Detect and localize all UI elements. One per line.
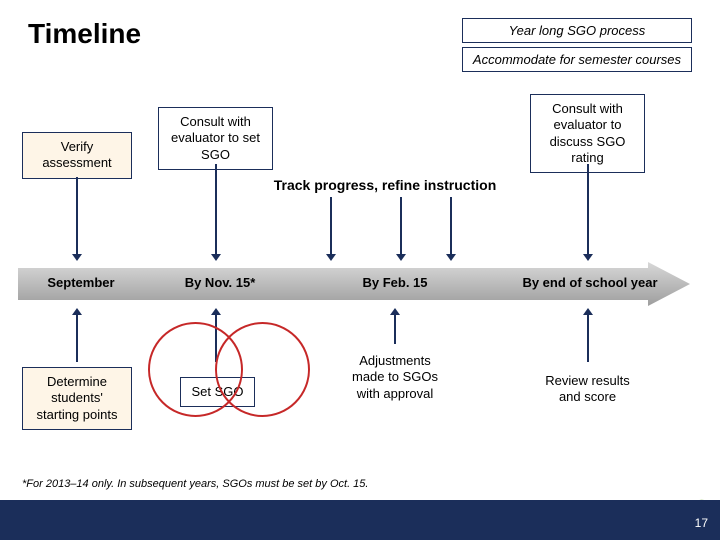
box-determine-starting-points: Determine students' starting points: [22, 367, 132, 430]
callout-semester: Accommodate for semester courses: [462, 47, 692, 72]
milestone-nov15: By Nov. 15*: [175, 275, 265, 290]
page-number: 17: [695, 516, 708, 530]
footnote: *For 2013–14 only. In subsequent years, …: [22, 478, 368, 490]
arrow-up-icon: [76, 314, 78, 362]
page-title: Timeline: [28, 18, 141, 50]
track-progress-label: Track progress, refine instruction: [255, 177, 515, 193]
arrow-up-icon: [587, 314, 589, 362]
footer-bar: 17: [0, 500, 720, 540]
arrow-down-icon: [76, 177, 78, 255]
callout-year-long: Year long SGO process: [462, 18, 692, 43]
timeline-diagram: Verify assessment Consult with evaluator…: [0, 92, 720, 472]
milestone-end-of-year: By end of school year: [510, 275, 670, 290]
arrow-down-icon: [330, 197, 332, 255]
box-verify-assessment: Verify assessment: [22, 132, 132, 179]
arrow-down-icon: [587, 164, 589, 255]
arrow-down-icon: [450, 197, 452, 255]
box-adjustments: Adjustments made to SGOs with approval: [340, 347, 450, 408]
arrow-up-icon: [394, 314, 396, 344]
milestone-feb15: By Feb. 15: [350, 275, 440, 290]
box-consult-set-sgo: Consult with evaluator to set SGO: [158, 107, 273, 170]
emphasis-circle-icon: [215, 322, 310, 417]
box-consult-rating: Consult with evaluator to discuss SGO ra…: [530, 94, 645, 173]
box-review-results: Review results and score: [530, 367, 645, 412]
arrow-down-icon: [400, 197, 402, 255]
milestone-september: September: [36, 275, 126, 290]
arrow-down-icon: [215, 164, 217, 255]
header-callouts: Year long SGO process Accommodate for se…: [462, 18, 692, 72]
